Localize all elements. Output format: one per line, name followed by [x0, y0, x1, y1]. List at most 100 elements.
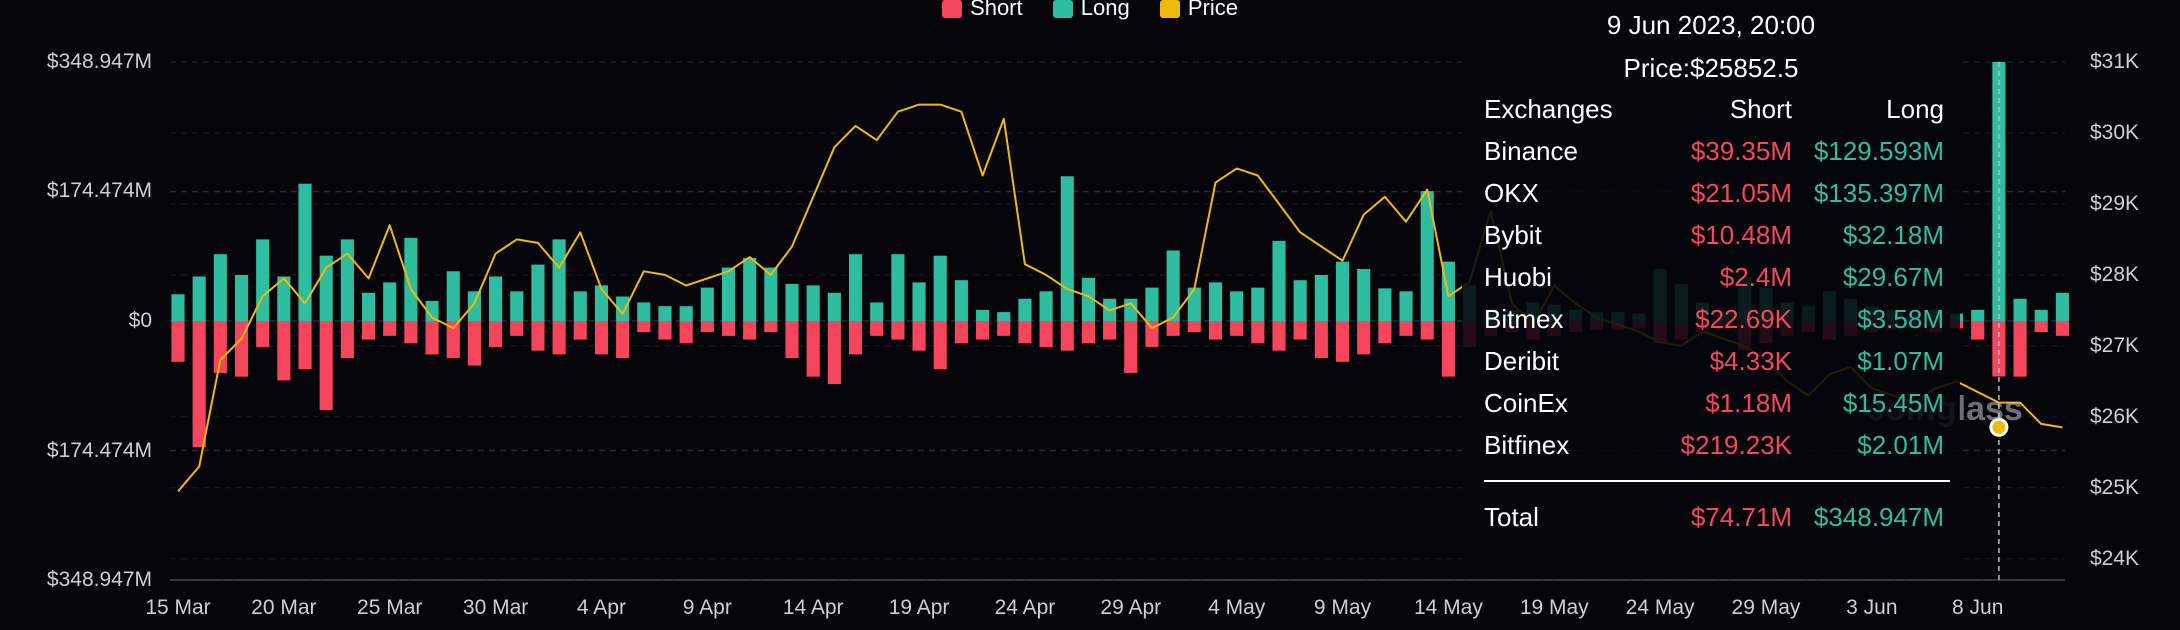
short-bar [2013, 321, 2027, 377]
left-axis-tick-label: $0 [128, 309, 152, 332]
x-axis-tick-label: 30 Mar [462, 596, 529, 619]
short-bar [425, 321, 439, 355]
long-bar [891, 254, 905, 321]
long-bar [192, 276, 206, 321]
exchange-short: $22.69K [1695, 304, 1792, 334]
right-axis-tick-label: $27K [2090, 333, 2140, 357]
exchange-long: $29.67M [1842, 262, 1944, 292]
x-axis-tick-label: 9 May [1313, 596, 1372, 619]
exchange-long: $135.397M [1813, 178, 1944, 208]
short-bar [658, 321, 672, 340]
tooltip-panel: 9 Jun 2023, 20:00 Price:$25852.5 Exchang… [1462, 0, 1960, 568]
long-bar [552, 239, 566, 321]
long-bar [721, 267, 736, 321]
short-bar [552, 321, 566, 355]
long-bar [171, 294, 185, 321]
long-bar [1230, 291, 1244, 321]
long-bar [827, 292, 841, 321]
exchange-long: $129.593M [1813, 136, 1944, 166]
short-bar [1314, 321, 1328, 359]
right-axis-tick-label: $30K [2090, 120, 2140, 144]
exchange-short: $39.35M [1690, 136, 1792, 166]
short-bar [1420, 321, 1434, 340]
exchange-short: $21.05M [1690, 178, 1792, 208]
short-bar [234, 321, 249, 377]
x-axis-tick-label: 24 May [1625, 596, 1695, 619]
long-bar [446, 271, 460, 321]
x-axis-tick-label: 4 May [1208, 596, 1266, 619]
exchange-name: Bitfinex [1484, 430, 1570, 460]
short-bar [1187, 321, 1201, 333]
exchange-name: Deribit [1484, 346, 1560, 376]
grid-lines [170, 61, 2065, 581]
legend-label-price: Price [1187, 0, 1238, 21]
short-bar [848, 321, 863, 355]
short-bar [213, 321, 227, 373]
short-bar [870, 321, 884, 336]
long-bar [743, 257, 757, 321]
short-bar [764, 321, 778, 333]
right-axis-tick-label: $31K [2090, 50, 2140, 73]
highlight-price-point [1989, 417, 2009, 437]
short-bar [1335, 321, 1350, 362]
tooltip-row-deribit: Deribit $4.33K $1.07M [1484, 346, 1944, 382]
short-bar [1251, 321, 1265, 344]
short-bar [1992, 321, 2006, 377]
long-bar [1378, 288, 1392, 321]
header-short: Short [1729, 94, 1792, 124]
short-bar [594, 321, 609, 355]
short-bar [340, 321, 354, 359]
tooltip-row-okx: OKX $21.05M $135.397M [1484, 178, 1944, 214]
long-bar [383, 282, 397, 321]
legend-swatch-price [1159, 0, 1180, 19]
right-axis-tick-label: $25K [2090, 475, 2140, 499]
short-bar [467, 321, 481, 366]
long-bar [637, 302, 651, 321]
short-bar [489, 321, 503, 347]
x-axis-tick-label: 24 Apr [994, 596, 1056, 619]
long-bar [1314, 274, 1328, 321]
short-bar [256, 321, 270, 347]
long-bar [1187, 287, 1201, 321]
x-axis-tick-label: 3 Jun [1846, 596, 1898, 619]
short-bar [1230, 321, 1244, 336]
exchange-long: $3.58M [1857, 304, 1944, 334]
exchange-long: $32.18M [1842, 220, 1944, 250]
x-axis-tick-label: 20 Mar [251, 596, 317, 619]
legend-swatch-long [1052, 0, 1073, 19]
legend-swatch-short [942, 0, 963, 19]
legend-item-price[interactable]: Price [1159, 0, 1238, 21]
short-bar [616, 321, 630, 359]
legend-item-short[interactable]: Short [942, 0, 1023, 21]
short-bar [192, 321, 206, 448]
long-bar [1018, 298, 1032, 321]
short-bar [700, 321, 714, 333]
long-bar [425, 300, 439, 321]
short-bar [806, 321, 820, 377]
short-bar [319, 321, 333, 411]
tooltip-separator [1484, 480, 1950, 482]
long-bar [1357, 269, 1371, 321]
long-bar [234, 274, 249, 321]
exchange-short: $4.33K [1709, 346, 1792, 376]
long-bar [870, 302, 884, 321]
long-bar [954, 280, 968, 321]
long-bar [594, 285, 609, 321]
long-bar [256, 239, 270, 321]
short-bar [785, 321, 799, 359]
long-bar [340, 239, 354, 321]
short-bar [1124, 321, 1138, 373]
exchange-short: $1.18M [1705, 388, 1792, 418]
legend-item-long[interactable]: Long [1052, 0, 1130, 21]
long-bar [912, 282, 926, 321]
long-bar [848, 254, 863, 321]
tooltip-row-binance: Binance $39.35M $129.593M [1484, 136, 1944, 172]
long-bar [764, 267, 778, 321]
short-bar [2034, 321, 2048, 333]
legend: Short Long Price [0, 0, 2180, 21]
long-bar [467, 291, 481, 321]
short-bar [277, 321, 291, 381]
exchange-name: Binance [1484, 136, 1578, 166]
right-axis-tick-label: $28K [2090, 262, 2140, 286]
crosshair-cursor [1989, 62, 2009, 580]
